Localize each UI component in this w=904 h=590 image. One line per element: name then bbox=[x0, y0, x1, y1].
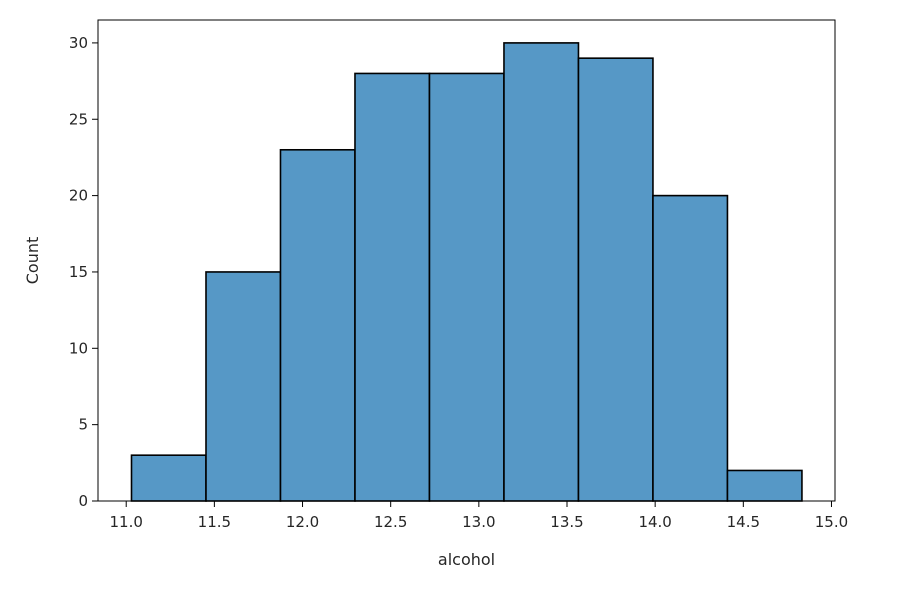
x-tick-label: 14.5 bbox=[727, 513, 760, 531]
histogram-bar bbox=[205, 271, 282, 502]
y-tick-label: 5 bbox=[78, 416, 88, 434]
x-tick-label: 13.0 bbox=[462, 513, 495, 531]
plot-frame bbox=[97, 19, 836, 502]
x-axis-label: alcohol bbox=[438, 550, 495, 569]
x-tick-label: 14.0 bbox=[638, 513, 671, 531]
y-tick-label: 25 bbox=[69, 110, 88, 128]
x-tick-label: 13.5 bbox=[550, 513, 583, 531]
histogram-bar bbox=[726, 469, 803, 502]
histogram-bar bbox=[577, 57, 654, 502]
y-axis-label: Count bbox=[23, 237, 42, 285]
x-tick-label: 11.0 bbox=[110, 513, 143, 531]
x-tick-label: 12.5 bbox=[374, 513, 407, 531]
histogram-bar bbox=[503, 42, 580, 502]
histogram-bar bbox=[428, 72, 505, 502]
bars-group bbox=[130, 42, 803, 502]
histogram-bar bbox=[279, 148, 356, 502]
y-tick-label: 30 bbox=[69, 34, 88, 52]
x-tick-label: 12.0 bbox=[286, 513, 319, 531]
x-axis-ticks: 11.0 11.5 12.0 12.5 13.0 13.5 14.0 14.5 15.0 bbox=[110, 501, 848, 531]
y-axis-ticks: 0 5 10 15 20 25 30 bbox=[69, 34, 98, 510]
histogram-bar bbox=[354, 72, 431, 502]
y-tick-label: 0 bbox=[78, 492, 88, 510]
histogram-bar bbox=[652, 194, 729, 502]
y-tick-label: 15 bbox=[69, 263, 88, 281]
histogram-bar bbox=[130, 454, 207, 502]
y-tick-label: 20 bbox=[69, 187, 88, 205]
x-tick-label: 11.5 bbox=[198, 513, 231, 531]
x-tick-label: 15.0 bbox=[815, 513, 848, 531]
y-tick-label: 10 bbox=[69, 339, 88, 357]
